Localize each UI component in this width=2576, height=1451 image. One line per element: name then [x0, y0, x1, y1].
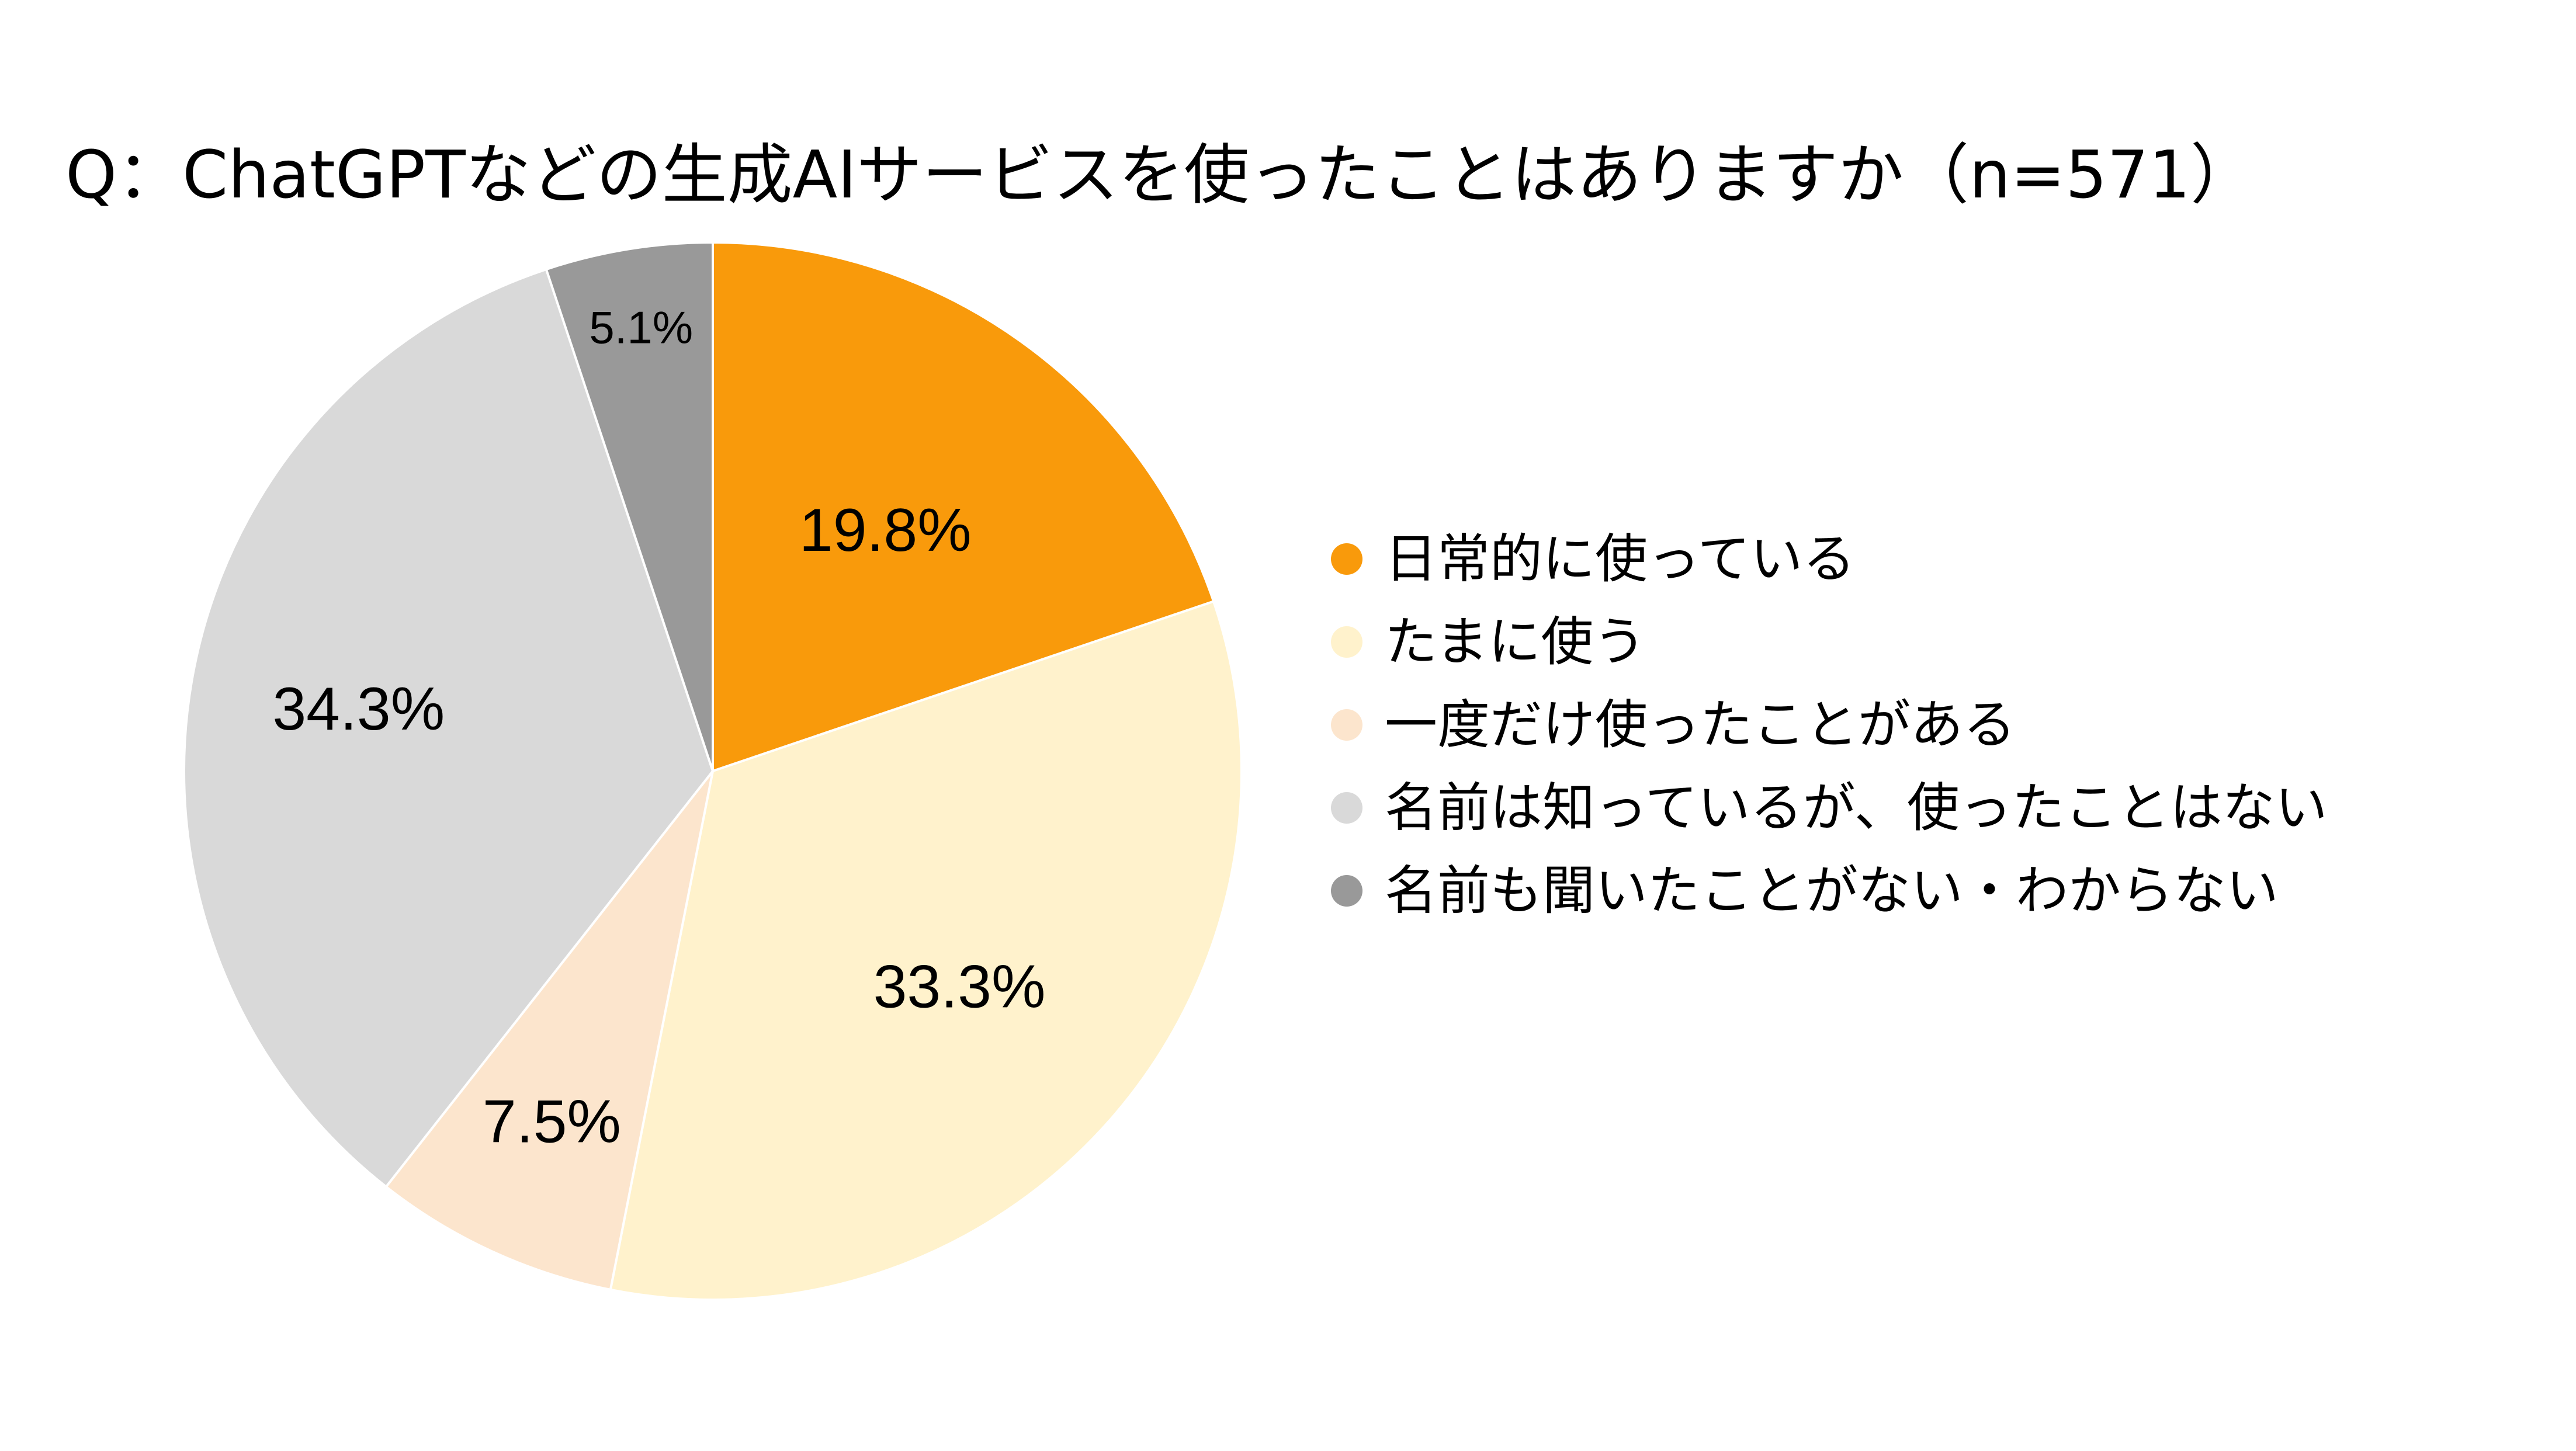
- slice-value-label: 33.3%: [873, 953, 1046, 1021]
- slice-value-label: 34.3%: [272, 675, 445, 743]
- legend-marker: [1331, 875, 1362, 907]
- legend-label: 名前は知っているが、使ったことはない: [1385, 777, 2328, 839]
- pie-slice: [609, 600, 1243, 1301]
- chart-title: Q：ChatGPTなどの生成AIサービスを使ったことはありますか（n=571）: [65, 137, 2256, 213]
- pie-slice: [384, 770, 714, 1292]
- legend-marker: [1331, 626, 1362, 658]
- slice-value-label: 5.1%: [589, 302, 693, 353]
- legend-marker: [1331, 792, 1362, 824]
- legend-label: 名前も聞いたことがない・わからない: [1385, 860, 2279, 922]
- legend-label: たまに使う: [1385, 612, 1646, 673]
- legend-marker: [1331, 709, 1362, 741]
- slice-labels: 19.8% 33.3% 7.5% 34.3% 5.1%: [272, 302, 1045, 1156]
- pie-slices: [183, 241, 1243, 1301]
- legend: 日常的に使っているたまに使う一度だけ使ったことがある名前は知っているが、使ったこ…: [1331, 529, 2328, 922]
- legend-label: 日常的に使っている: [1385, 529, 1856, 590]
- pie-slice: [545, 241, 714, 772]
- legend-label: 一度だけ使ったことがある: [1385, 695, 2016, 756]
- pie-slice: [712, 241, 1215, 773]
- slice-value-label: 7.5%: [483, 1088, 621, 1155]
- legend-marker: [1331, 543, 1362, 575]
- pie-slice: [183, 268, 715, 1189]
- slice-value-label: 19.8%: [799, 497, 972, 564]
